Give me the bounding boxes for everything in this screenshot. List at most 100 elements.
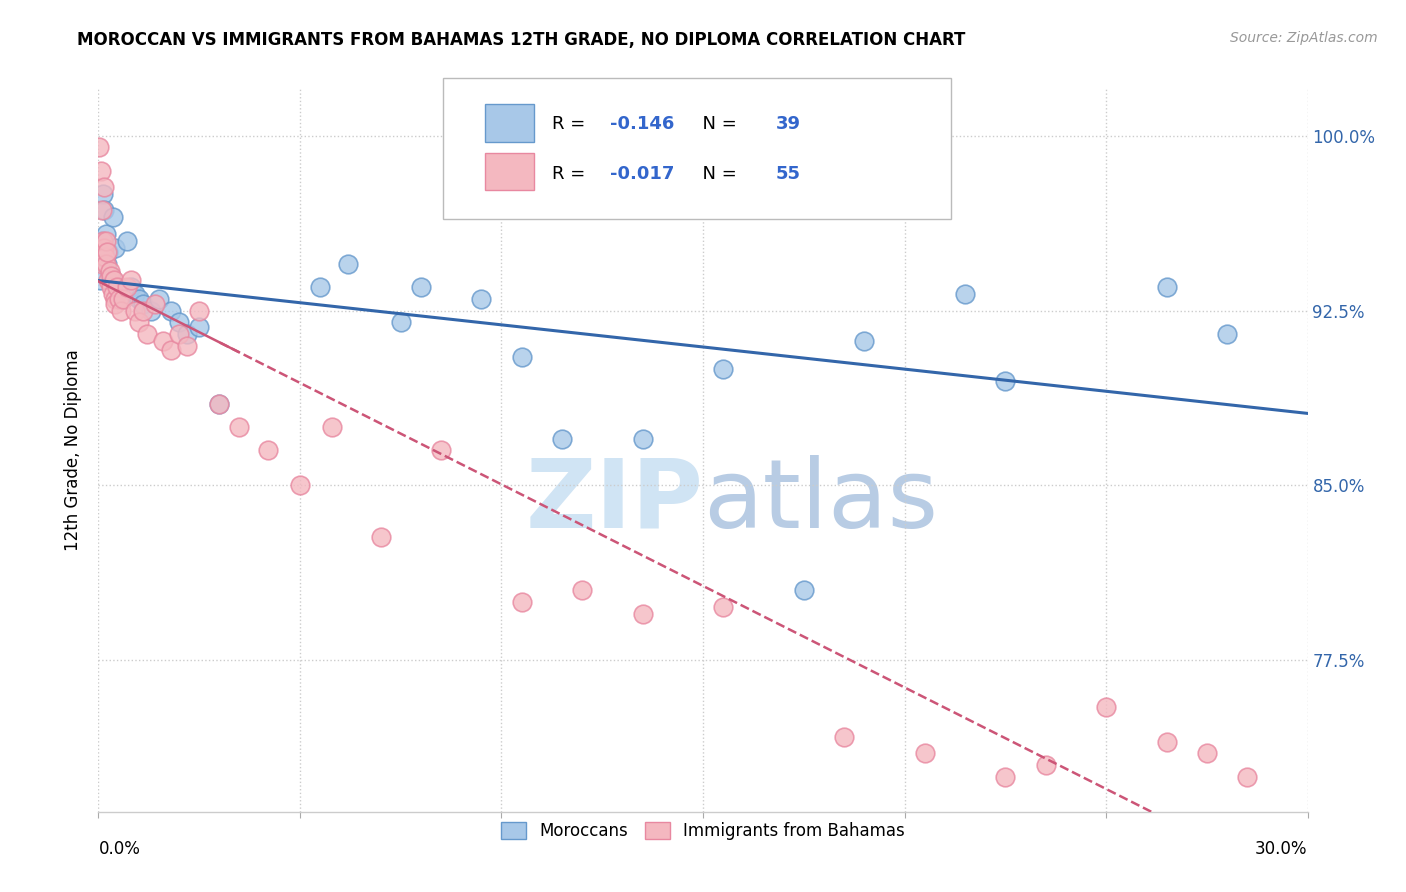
Text: 55: 55 (776, 165, 800, 183)
FancyBboxPatch shape (485, 153, 534, 190)
Point (120, 280, 142, 294)
Point (832, 730, 855, 744)
Point (1156, 280, 1178, 294)
Point (167, 326, 190, 341)
Point (188, 303, 211, 318)
Point (103, 292, 125, 306)
Point (430, 443, 453, 458)
Point (120, 273, 142, 287)
Point (631, 607, 654, 621)
Point (321, 420, 343, 434)
Text: Source: ZipAtlas.com: Source: ZipAtlas.com (1230, 31, 1378, 45)
Point (953, 287, 976, 301)
Point (105, 280, 128, 294)
Point (94, 234, 117, 248)
Point (104, 296, 127, 310)
Point (90, 163, 112, 178)
Point (111, 292, 134, 306)
Text: -0.017: -0.017 (610, 165, 675, 183)
Point (90, 234, 112, 248)
Point (793, 583, 815, 598)
Point (409, 280, 432, 294)
Text: -0.146: -0.146 (610, 115, 675, 133)
Point (89, 140, 111, 154)
Point (711, 362, 734, 376)
Point (711, 599, 734, 614)
FancyBboxPatch shape (443, 78, 950, 219)
Point (510, 595, 533, 609)
Point (152, 334, 174, 348)
Point (188, 320, 211, 334)
Text: N =: N = (690, 115, 742, 133)
Point (107, 292, 129, 306)
Point (853, 334, 876, 348)
Point (94, 227, 117, 241)
Point (228, 420, 250, 434)
Point (103, 241, 125, 255)
Point (101, 287, 124, 301)
Point (208, 397, 231, 411)
Point (370, 530, 392, 544)
Point (148, 292, 170, 306)
Point (107, 280, 129, 294)
Text: R =: R = (551, 115, 591, 133)
Point (93, 241, 115, 255)
Point (135, 326, 157, 341)
Point (551, 432, 574, 446)
Point (631, 432, 654, 446)
Point (90, 257, 112, 271)
Point (101, 211, 124, 225)
Point (1156, 735, 1178, 749)
Point (96, 257, 118, 271)
Point (124, 303, 146, 318)
Point (994, 770, 1017, 784)
Legend: Moroccans, Immigrants from Bahamas: Moroccans, Immigrants from Bahamas (495, 815, 911, 847)
Point (571, 583, 593, 598)
Text: ZIP: ZIP (524, 455, 703, 548)
Y-axis label: 12th Grade, No Diploma: 12th Grade, No Diploma (65, 350, 83, 551)
Point (914, 747, 936, 761)
Point (128, 315, 150, 329)
Point (143, 296, 166, 310)
Point (510, 350, 533, 364)
Point (96, 257, 118, 271)
Point (91, 187, 114, 202)
Text: 0.0%: 0.0% (98, 839, 141, 858)
Point (115, 280, 138, 294)
Point (98, 264, 121, 278)
Point (93, 203, 115, 218)
Point (97, 245, 120, 260)
Point (110, 303, 132, 318)
Point (176, 326, 198, 341)
Point (124, 287, 146, 301)
Point (167, 315, 190, 329)
Point (100, 280, 122, 294)
Text: 39: 39 (776, 115, 800, 133)
Text: 30.0%: 30.0% (1256, 839, 1308, 858)
FancyBboxPatch shape (485, 104, 534, 142)
Point (1035, 758, 1057, 772)
Point (1095, 699, 1118, 714)
Point (470, 292, 492, 306)
Point (309, 280, 332, 294)
Point (100, 268, 122, 283)
Text: N =: N = (690, 165, 742, 183)
Point (1236, 770, 1258, 784)
Text: atlas: atlas (703, 455, 938, 548)
Point (160, 303, 183, 318)
Point (97, 273, 120, 287)
Point (1216, 326, 1239, 341)
Point (89, 273, 111, 287)
Point (208, 397, 231, 411)
Point (288, 478, 311, 492)
Point (94, 250, 117, 264)
Point (103, 273, 125, 287)
Point (93, 180, 115, 194)
Point (100, 268, 122, 283)
Point (139, 303, 162, 318)
Point (132, 303, 155, 318)
Point (111, 292, 134, 306)
Point (132, 296, 155, 310)
Point (389, 315, 412, 329)
Text: MOROCCAN VS IMMIGRANTS FROM BAHAMAS 12TH GRADE, NO DIPLOMA CORRELATION CHART: MOROCCAN VS IMMIGRANTS FROM BAHAMAS 12TH… (77, 31, 966, 49)
